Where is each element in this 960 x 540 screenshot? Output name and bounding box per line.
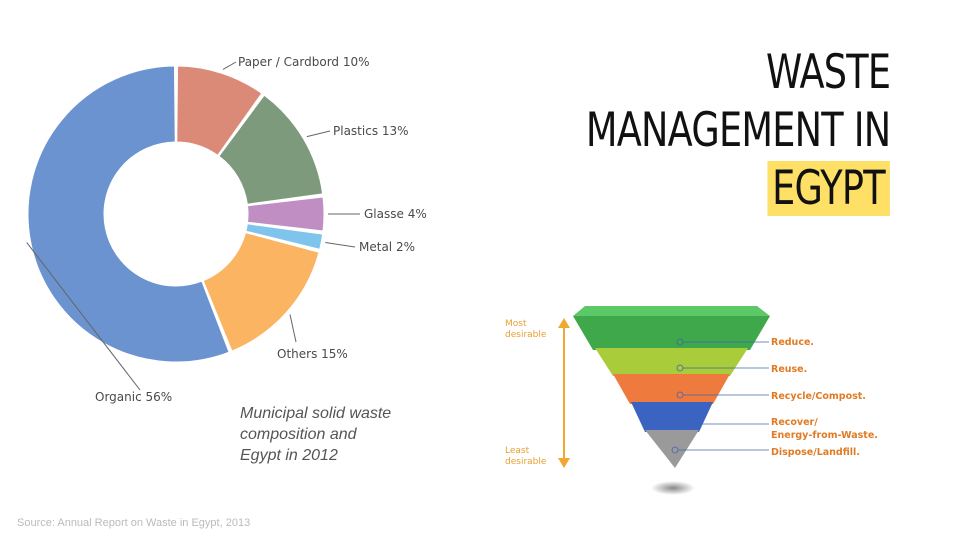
slice-label-plastics: Plastics 13%: [333, 124, 409, 138]
tier-label-dispose: Dispose/Landfill.: [771, 447, 860, 458]
tier-recycle: [613, 374, 730, 404]
source-note: Source: Annual Report on Waste in Egypt,…: [17, 517, 251, 529]
caption-line-2: composition and: [240, 426, 357, 443]
slice-others: [202, 232, 320, 352]
desirability-axis: [558, 318, 570, 468]
leader-line-metal: [325, 241, 356, 248]
least-label: Least: [505, 446, 530, 456]
tier-reduce: [573, 306, 770, 350]
tier-label-reduce: Reduce.: [771, 337, 814, 348]
waste-hierarchy-pyramid: Most desirable Least desirable Reduce. R…: [505, 306, 878, 495]
tier-label-recycle: Recycle/Compost.: [771, 391, 866, 402]
caption-line-3: Egypt in 2012: [240, 447, 338, 464]
slice-plastics: [218, 94, 324, 205]
leader-line-others: [289, 314, 297, 343]
tier-connectors: [671, 338, 769, 454]
slice-label-glass: Glasse 4%: [364, 207, 427, 221]
title-line-1: WASTE: [765, 45, 891, 100]
leader-line-plastics: [306, 130, 331, 138]
slice-label-others: Others 15%: [277, 347, 348, 361]
title-line-2: MANAGEMENT IN: [585, 103, 890, 158]
tier-recover: [631, 402, 713, 432]
tier-label-reuse: Reuse.: [771, 364, 807, 375]
caption-line-1: Municipal solid waste: [240, 405, 392, 422]
title-line-3: EGYPT: [767, 161, 890, 216]
slice-label-metal: Metal 2%: [359, 240, 415, 254]
donut-labels: Paper / Cardbord 10% Plastics 13% Glasse…: [95, 55, 427, 404]
donut-leader-lines: [26, 61, 360, 391]
most-label: Most: [505, 319, 527, 329]
least-desirable-label: desirable: [505, 457, 547, 467]
leader-line-organic: [26, 242, 141, 391]
slice-label-organic: Organic 56%: [95, 390, 172, 404]
slice-glass: [246, 196, 325, 232]
slice-label-paper: Paper / Cardbord 10%: [238, 55, 370, 69]
leader-line-paper: [222, 61, 237, 70]
title-highlight: EGYPT: [767, 161, 890, 216]
chart-caption: Municipal solid waste composition and Eg…: [240, 403, 460, 466]
tier-label-energy: Energy-from-Waste.: [771, 430, 878, 441]
tier-label-recover: Recover/: [771, 417, 818, 428]
pyramid-shadow: [651, 481, 695, 495]
slice-metal: [245, 223, 324, 250]
waste-composition-donut-chart: Paper / Cardbord 10% Plastics 13% Glasse…: [26, 55, 427, 404]
donut-slices: [27, 65, 325, 363]
slice-organic: [27, 65, 230, 363]
most-desirable-label: desirable: [505, 330, 547, 340]
tier-reuse: [595, 348, 748, 376]
slice-paper: [176, 65, 263, 157]
